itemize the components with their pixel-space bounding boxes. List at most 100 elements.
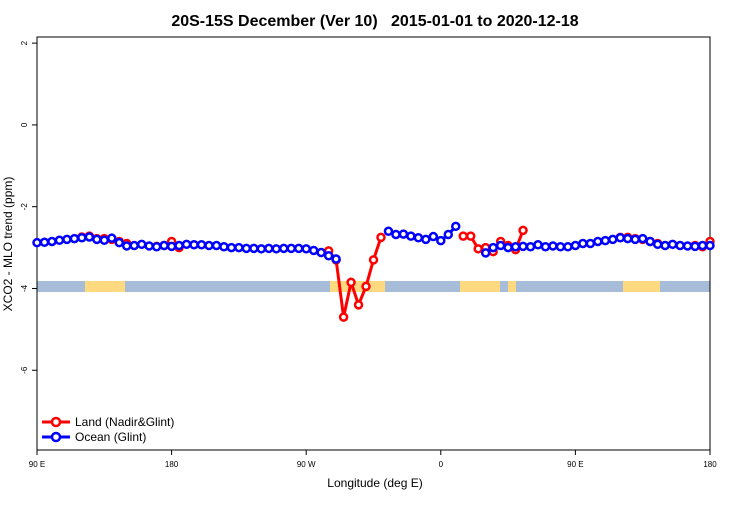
data-point bbox=[600, 235, 611, 246]
data-point bbox=[84, 232, 95, 242]
x-tick-label: 90 E bbox=[567, 460, 583, 469]
data-point bbox=[107, 233, 117, 243]
data-point bbox=[398, 229, 409, 239]
data-point bbox=[151, 242, 162, 252]
data-point bbox=[144, 241, 154, 251]
data-point bbox=[697, 240, 708, 251]
y-tick-label: -6 bbox=[20, 366, 29, 374]
data-point bbox=[451, 221, 461, 232]
data-point bbox=[645, 236, 655, 247]
data-point bbox=[376, 232, 386, 243]
x-tick-label: 0 bbox=[439, 460, 444, 469]
data-point bbox=[234, 242, 244, 253]
data-point bbox=[458, 231, 468, 241]
legend-marker bbox=[50, 431, 62, 443]
data-point bbox=[256, 244, 267, 254]
data-point bbox=[540, 242, 551, 252]
data-point bbox=[473, 244, 483, 254]
legend-label: Ocean (Glint) bbox=[75, 430, 146, 444]
data-point bbox=[293, 243, 304, 254]
data-point bbox=[39, 237, 50, 248]
data-point bbox=[436, 235, 446, 246]
data-point bbox=[114, 237, 125, 248]
data-point bbox=[421, 234, 431, 245]
legend-label: Land (Nadir&Glint) bbox=[75, 415, 174, 429]
data-point bbox=[77, 233, 87, 243]
data-point bbox=[503, 242, 513, 253]
data-point bbox=[383, 226, 394, 236]
data-point bbox=[286, 243, 296, 254]
data-point bbox=[279, 243, 289, 254]
data-point bbox=[301, 244, 311, 254]
data-point bbox=[346, 277, 356, 288]
y-tick-label: 0 bbox=[20, 122, 29, 127]
data-point bbox=[563, 242, 573, 252]
data-point bbox=[99, 235, 110, 245]
x-tick-label: 90 W bbox=[297, 460, 316, 469]
data-point bbox=[652, 239, 663, 250]
data-point bbox=[480, 248, 491, 258]
data-point bbox=[585, 238, 596, 249]
data-point bbox=[271, 244, 282, 254]
data-point bbox=[166, 241, 177, 252]
data-point bbox=[331, 254, 341, 264]
data-point bbox=[181, 239, 192, 250]
data-point bbox=[555, 242, 566, 252]
data-point bbox=[174, 240, 184, 251]
data-point bbox=[196, 239, 207, 250]
data-point bbox=[495, 240, 506, 251]
data-point bbox=[136, 239, 147, 250]
data-point bbox=[47, 236, 57, 247]
data-point bbox=[675, 240, 685, 251]
data-point bbox=[578, 238, 588, 249]
legend-marker bbox=[50, 416, 62, 428]
data-point bbox=[62, 234, 72, 245]
data-point bbox=[338, 312, 349, 322]
data-point bbox=[615, 233, 626, 243]
data-point bbox=[570, 240, 581, 251]
data-point bbox=[189, 239, 199, 250]
data-point bbox=[548, 241, 558, 251]
data-point bbox=[690, 241, 700, 252]
data-point bbox=[211, 240, 222, 251]
data-point bbox=[630, 234, 640, 245]
data-point bbox=[705, 240, 715, 251]
data-point bbox=[465, 231, 476, 241]
mask-band bbox=[37, 281, 710, 292]
data-point bbox=[533, 239, 543, 250]
data-point bbox=[226, 242, 237, 253]
data-point bbox=[368, 255, 379, 265]
data-point bbox=[667, 239, 678, 250]
data-point bbox=[391, 229, 401, 240]
data-point bbox=[159, 240, 169, 251]
chart-title: 20S-15S December (Ver 10) 2015-01-01 to … bbox=[171, 13, 578, 30]
x-tick-label: 180 bbox=[703, 460, 717, 469]
y-axis-label: XCO2 - MLO trend (ppm) bbox=[1, 177, 15, 312]
x-tick-label: 90 E bbox=[29, 460, 45, 469]
data-point bbox=[413, 233, 424, 243]
y-tick-label: -4 bbox=[20, 284, 29, 292]
y-tick-label: -2 bbox=[20, 203, 29, 211]
data-point bbox=[323, 251, 334, 261]
data-point bbox=[608, 234, 618, 245]
data-point bbox=[54, 235, 65, 245]
data-point bbox=[264, 243, 274, 254]
data-point bbox=[637, 233, 648, 244]
data-point bbox=[428, 231, 439, 242]
x-tick-label: 180 bbox=[165, 460, 179, 469]
x-axis-label: Longitude (deg E) bbox=[327, 476, 422, 490]
data-point bbox=[361, 281, 371, 292]
data-point bbox=[682, 241, 693, 251]
data-point bbox=[510, 242, 521, 252]
data-point bbox=[204, 240, 214, 251]
data-point bbox=[69, 233, 80, 244]
data-point bbox=[316, 247, 326, 258]
data-point bbox=[308, 245, 319, 256]
data-point bbox=[518, 225, 528, 236]
data-point bbox=[443, 229, 454, 240]
data-point bbox=[249, 243, 259, 254]
data-point bbox=[406, 231, 416, 241]
data-point bbox=[129, 240, 139, 251]
data-point bbox=[92, 234, 102, 245]
